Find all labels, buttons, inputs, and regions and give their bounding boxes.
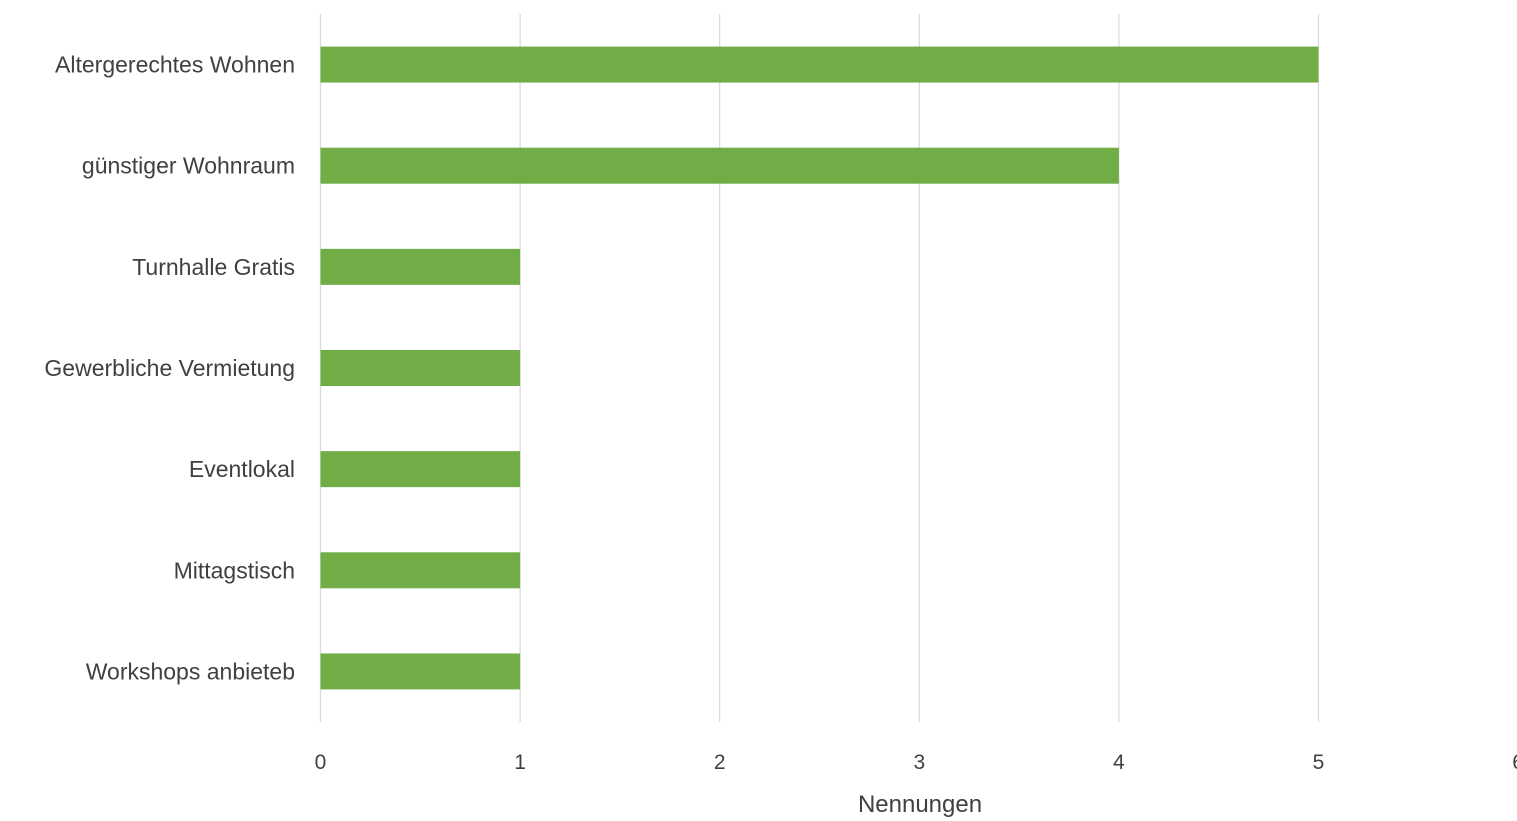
bar [320, 653, 521, 690]
x-tick-label: 4 [1113, 751, 1125, 774]
category-label: Gewerbliche Vermietung [44, 355, 295, 381]
category-label: Turnhalle Gratis [132, 254, 295, 280]
bar [320, 552, 521, 589]
x-tick-label: 6 [1512, 751, 1517, 774]
bar [320, 147, 1119, 184]
bar [320, 451, 521, 488]
x-tick-label: 0 [315, 751, 327, 774]
category-label: Mittagstisch [174, 557, 295, 583]
category-label: Altergerechtes Wohnen [55, 52, 295, 78]
category-labels: Altergerechtes Wohnen günstiger Wohnraum T… [44, 52, 295, 685]
bars [320, 46, 1319, 690]
x-tick-label: 5 [1313, 751, 1325, 774]
category-label: günstiger Wohnraum [82, 153, 295, 179]
x-tick-label: 3 [913, 751, 925, 774]
bar [320, 46, 1319, 83]
category-label: Workshops anbieteb [86, 658, 295, 684]
category-label: Eventlokal [189, 456, 295, 482]
bar [320, 248, 521, 285]
x-tick-label: 2 [714, 751, 726, 774]
x-tick-labels: 0 1 2 3 4 5 6 [315, 751, 1517, 774]
bar [320, 350, 521, 386]
x-tick-label: 1 [514, 751, 526, 774]
x-axis-title: Nennungen [858, 791, 982, 818]
gridlines [319, 14, 1320, 722]
